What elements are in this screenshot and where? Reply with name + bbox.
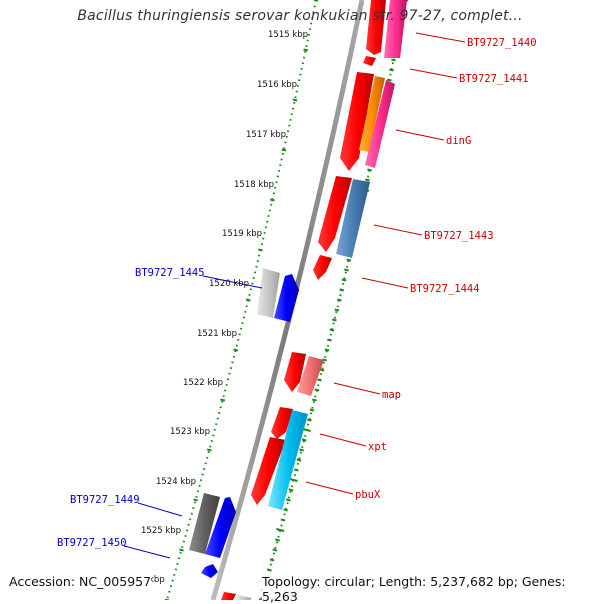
minor-tick bbox=[312, 400, 316, 401]
minor-tick bbox=[282, 150, 286, 151]
minor-tick bbox=[194, 499, 198, 500]
scale-label: 1521 kbp bbox=[197, 329, 237, 339]
scale-label: 1518 kbp bbox=[234, 180, 274, 190]
connector-pbuX bbox=[306, 482, 353, 494]
map-title: Bacillus thuringiensis serovar konkukian… bbox=[0, 8, 600, 24]
scale-label: kbp bbox=[149, 575, 165, 585]
minor-tick bbox=[387, 80, 391, 81]
gene-label-bt9727-1449[interactable]: BT9727_1449 bbox=[70, 494, 140, 506]
scale-label: 1516 kbp bbox=[257, 80, 297, 90]
minor-tick bbox=[294, 469, 298, 470]
minor-tick bbox=[365, 180, 369, 181]
minor-tick bbox=[342, 280, 346, 281]
minor-tick bbox=[302, 439, 306, 440]
minor-tick bbox=[320, 370, 324, 371]
minor-tick bbox=[275, 539, 279, 540]
gene-label-ding[interactable]: dinG bbox=[446, 135, 471, 147]
minor-tick bbox=[332, 320, 336, 321]
gene-block-1441-red-small bbox=[363, 56, 376, 66]
minor-tick bbox=[340, 290, 344, 291]
gene-label-bt9727-1445[interactable]: BT9727_1445 bbox=[135, 267, 205, 279]
gene-label-bt9727-1450[interactable]: BT9727_1450 bbox=[57, 537, 127, 549]
minor-tick bbox=[286, 499, 290, 500]
minor-tick bbox=[327, 340, 331, 341]
minor-tick bbox=[325, 350, 329, 351]
scale-label: 1522 kbp bbox=[183, 378, 223, 388]
minor-tick bbox=[347, 260, 351, 261]
major-tick bbox=[276, 529, 284, 531]
minor-tick bbox=[270, 559, 274, 560]
minor-tick bbox=[267, 569, 271, 570]
gene-label-bt9727-1440[interactable]: BT9727_1440 bbox=[467, 37, 537, 49]
minor-tick bbox=[335, 310, 339, 311]
gene-label-bt9727-1444[interactable]: BT9727_1444 bbox=[410, 283, 480, 295]
scale-label: 1523 kbp bbox=[170, 427, 210, 437]
gene-label-map[interactable]: map bbox=[382, 389, 401, 401]
minor-tick bbox=[281, 519, 285, 520]
minor-tick bbox=[258, 250, 262, 251]
connector-map bbox=[334, 383, 380, 394]
accession-text: Accession: NC_005957 bbox=[9, 574, 151, 589]
minor-tick bbox=[315, 390, 319, 391]
minor-tick bbox=[284, 509, 288, 510]
major-tick bbox=[303, 429, 311, 431]
connector-1450 bbox=[124, 546, 170, 558]
major-tick bbox=[290, 479, 298, 481]
connector-1449 bbox=[138, 503, 182, 516]
scale-label: 1517 kbp bbox=[246, 130, 286, 140]
scale-label: 1525 kbp bbox=[141, 526, 181, 536]
minor-tick bbox=[367, 170, 371, 171]
minor-tick bbox=[310, 410, 314, 411]
minor-tick bbox=[299, 449, 303, 450]
minor-tick bbox=[246, 300, 250, 301]
minor-tick bbox=[289, 489, 293, 490]
minor-tick bbox=[317, 380, 321, 381]
minor-tick bbox=[207, 449, 211, 450]
minor-tick bbox=[270, 200, 274, 201]
minor-tick bbox=[273, 549, 277, 550]
connector-1440 bbox=[416, 33, 465, 42]
minor-tick bbox=[234, 350, 238, 351]
connector-1443 bbox=[374, 225, 422, 235]
minor-tick bbox=[330, 330, 334, 331]
scale-label: 1520 kbp bbox=[209, 279, 249, 289]
minor-tick bbox=[179, 549, 183, 550]
gene-block-1444-red bbox=[313, 255, 332, 280]
connector-1444 bbox=[362, 278, 408, 288]
scale-label: 1515 kbp bbox=[268, 30, 308, 40]
gene-label-bt9727-1441[interactable]: BT9727_1441 bbox=[459, 73, 529, 85]
gene-label-bt9727-1443[interactable]: BT9727_1443 bbox=[424, 230, 494, 242]
minor-tick bbox=[389, 70, 393, 71]
minor-tick bbox=[297, 459, 301, 460]
minor-tick bbox=[307, 420, 311, 421]
connector-dinG bbox=[396, 130, 444, 140]
scale-label: 1519 kbp bbox=[222, 229, 262, 239]
minor-tick bbox=[293, 100, 297, 101]
connector-xpt bbox=[320, 434, 366, 446]
minor-tick bbox=[304, 50, 308, 51]
gene-block-bottom-gray bbox=[236, 595, 252, 600]
minor-tick bbox=[344, 270, 348, 271]
minor-tick bbox=[221, 399, 225, 400]
minor-tick bbox=[337, 300, 341, 301]
gene-label-pbux[interactable]: pbuX bbox=[355, 489, 381, 501]
gene-block-1450-blue bbox=[201, 564, 218, 578]
connector-1441 bbox=[410, 69, 457, 78]
scale-label: 1524 kbp bbox=[156, 477, 196, 487]
gene-block-bottom-red bbox=[221, 592, 236, 600]
minor-tick bbox=[391, 60, 395, 61]
gene-label-xpt[interactable]: xpt bbox=[368, 441, 387, 453]
